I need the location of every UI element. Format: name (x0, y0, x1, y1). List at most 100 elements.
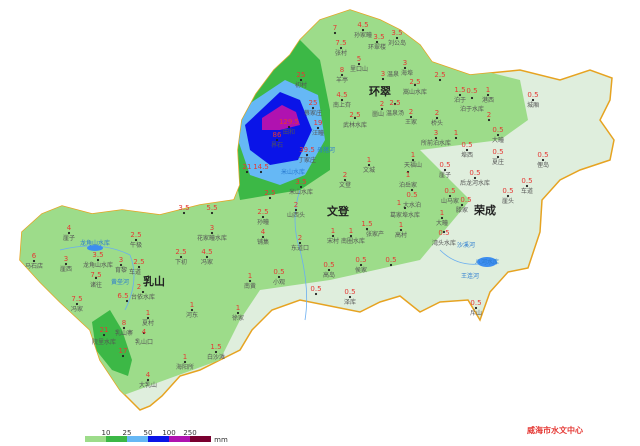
station-value: 3.5 (373, 33, 384, 41)
station-name: 冯家 (201, 258, 213, 266)
station: 3 育黎 (115, 256, 127, 274)
station-dot (121, 354, 125, 358)
station-name: 南上夼 (333, 101, 351, 109)
station-value: 1 (367, 156, 371, 164)
station-value: 3.5 (295, 178, 306, 186)
station: 3.5 龙角山水库 (83, 251, 113, 269)
land (19, 9, 615, 411)
station-value: 1 (440, 209, 444, 217)
station-value: 0.5 (537, 151, 548, 159)
station: 3 所前泊水库 (421, 129, 451, 147)
city-label: 乳山 (143, 274, 165, 288)
station-name: 丁家庄 (298, 156, 316, 164)
station: 2 (487, 111, 491, 122)
station-name: 斥山 (470, 309, 482, 317)
station-dot (435, 116, 439, 120)
station-dot (473, 176, 477, 180)
station-dot (305, 153, 309, 157)
legend-tick: 25 (123, 429, 132, 437)
station: 5 里口山 (350, 55, 368, 73)
station: 2.5 温泉汤 (386, 99, 404, 117)
station-value: 0.5 (273, 268, 284, 276)
station-dot (122, 326, 126, 330)
station: 17 (119, 347, 128, 358)
station: 1 河东 (186, 301, 198, 319)
station-name: 田和 (283, 128, 295, 136)
station: 129.5 田和 (279, 118, 299, 136)
station: 2 文登 (339, 171, 351, 189)
legend-swatch (85, 436, 106, 442)
station-value: 0.5 (344, 288, 355, 296)
city-label: 文登 (327, 204, 350, 218)
station-dot (314, 292, 318, 296)
station-value: 21 (243, 163, 252, 171)
water-label: 八河水库 (475, 258, 499, 266)
station-value: 1 (248, 272, 252, 280)
station-value: 0.5 (466, 87, 477, 95)
station: 2 王家 (405, 108, 417, 126)
station-dot (331, 234, 335, 238)
station: 7.5 诸往 (90, 271, 102, 289)
station-name: 大疃 (436, 219, 448, 227)
station-name: 夏庄 (492, 158, 504, 166)
station: 1 大疃 (436, 209, 448, 227)
station-name: 大水泊 (403, 201, 421, 209)
station-dot (311, 106, 315, 110)
station-name: 张家产 (366, 230, 384, 238)
station-name: 河东 (186, 311, 198, 319)
station-value: 8 (122, 319, 126, 327)
station-dot (406, 170, 410, 174)
water-label: 沙溪河 (457, 241, 475, 249)
station-dot (443, 168, 447, 172)
city-label: 荣成 (473, 203, 496, 217)
legend-tick: 50 (144, 429, 153, 437)
station-name: 高村 (395, 231, 407, 239)
station-dot (496, 133, 500, 137)
station: 2.5 下初 (175, 248, 187, 266)
station-name: 崖子 (63, 234, 75, 242)
station-dot (146, 378, 150, 382)
lake-longjiaoshan (87, 245, 103, 251)
station-dot (277, 275, 281, 279)
station-name: 小观 (273, 278, 285, 286)
station-name: 南黄 (244, 282, 256, 290)
station-value: 4 (146, 371, 151, 379)
station-name: 汪疃 (312, 129, 324, 137)
station-name: 马石店 (25, 262, 43, 270)
station-dot (470, 96, 474, 100)
station-value: 2 (435, 109, 439, 117)
station: 2.5 午极 (130, 231, 142, 249)
station: 6 马石店 (25, 252, 43, 270)
station-dot (531, 98, 535, 102)
station-name: 泊于水库 (460, 105, 484, 113)
station-dot (75, 302, 79, 306)
station-name: 大乳山 (139, 381, 157, 389)
station: 0.5 城厢 (527, 91, 539, 109)
station: 0.5 小观 (273, 268, 285, 286)
station: 2 山西头 (287, 201, 305, 219)
station-value: 14.5 (253, 163, 269, 171)
station-name: 泊于 (454, 96, 466, 104)
station-value: 17 (119, 347, 128, 355)
station-value: 1 (411, 151, 415, 159)
station-dot (333, 31, 337, 35)
station-dot (357, 62, 361, 66)
station-dot (119, 263, 123, 267)
river-muzhu (294, 189, 308, 321)
station-value: 4 (261, 228, 266, 236)
legend-swatch (169, 436, 190, 442)
station-name: 崖头 (502, 197, 514, 205)
station-dot (448, 194, 452, 198)
station-dot (268, 196, 272, 200)
station-name: 温泉汤 (386, 109, 404, 117)
station: 0.5 车道 (521, 177, 533, 195)
station-name: 埠西 (461, 151, 473, 159)
station-dot (359, 263, 363, 267)
station: 0.5 高岛 (323, 261, 335, 279)
station-name: 葛家埠水库 (390, 211, 420, 219)
station-value: 4.5 (357, 21, 368, 29)
station-name: 王家 (405, 118, 417, 126)
station-name: 台依水库 (131, 293, 155, 301)
station: 0.5 泽库 (344, 288, 356, 306)
